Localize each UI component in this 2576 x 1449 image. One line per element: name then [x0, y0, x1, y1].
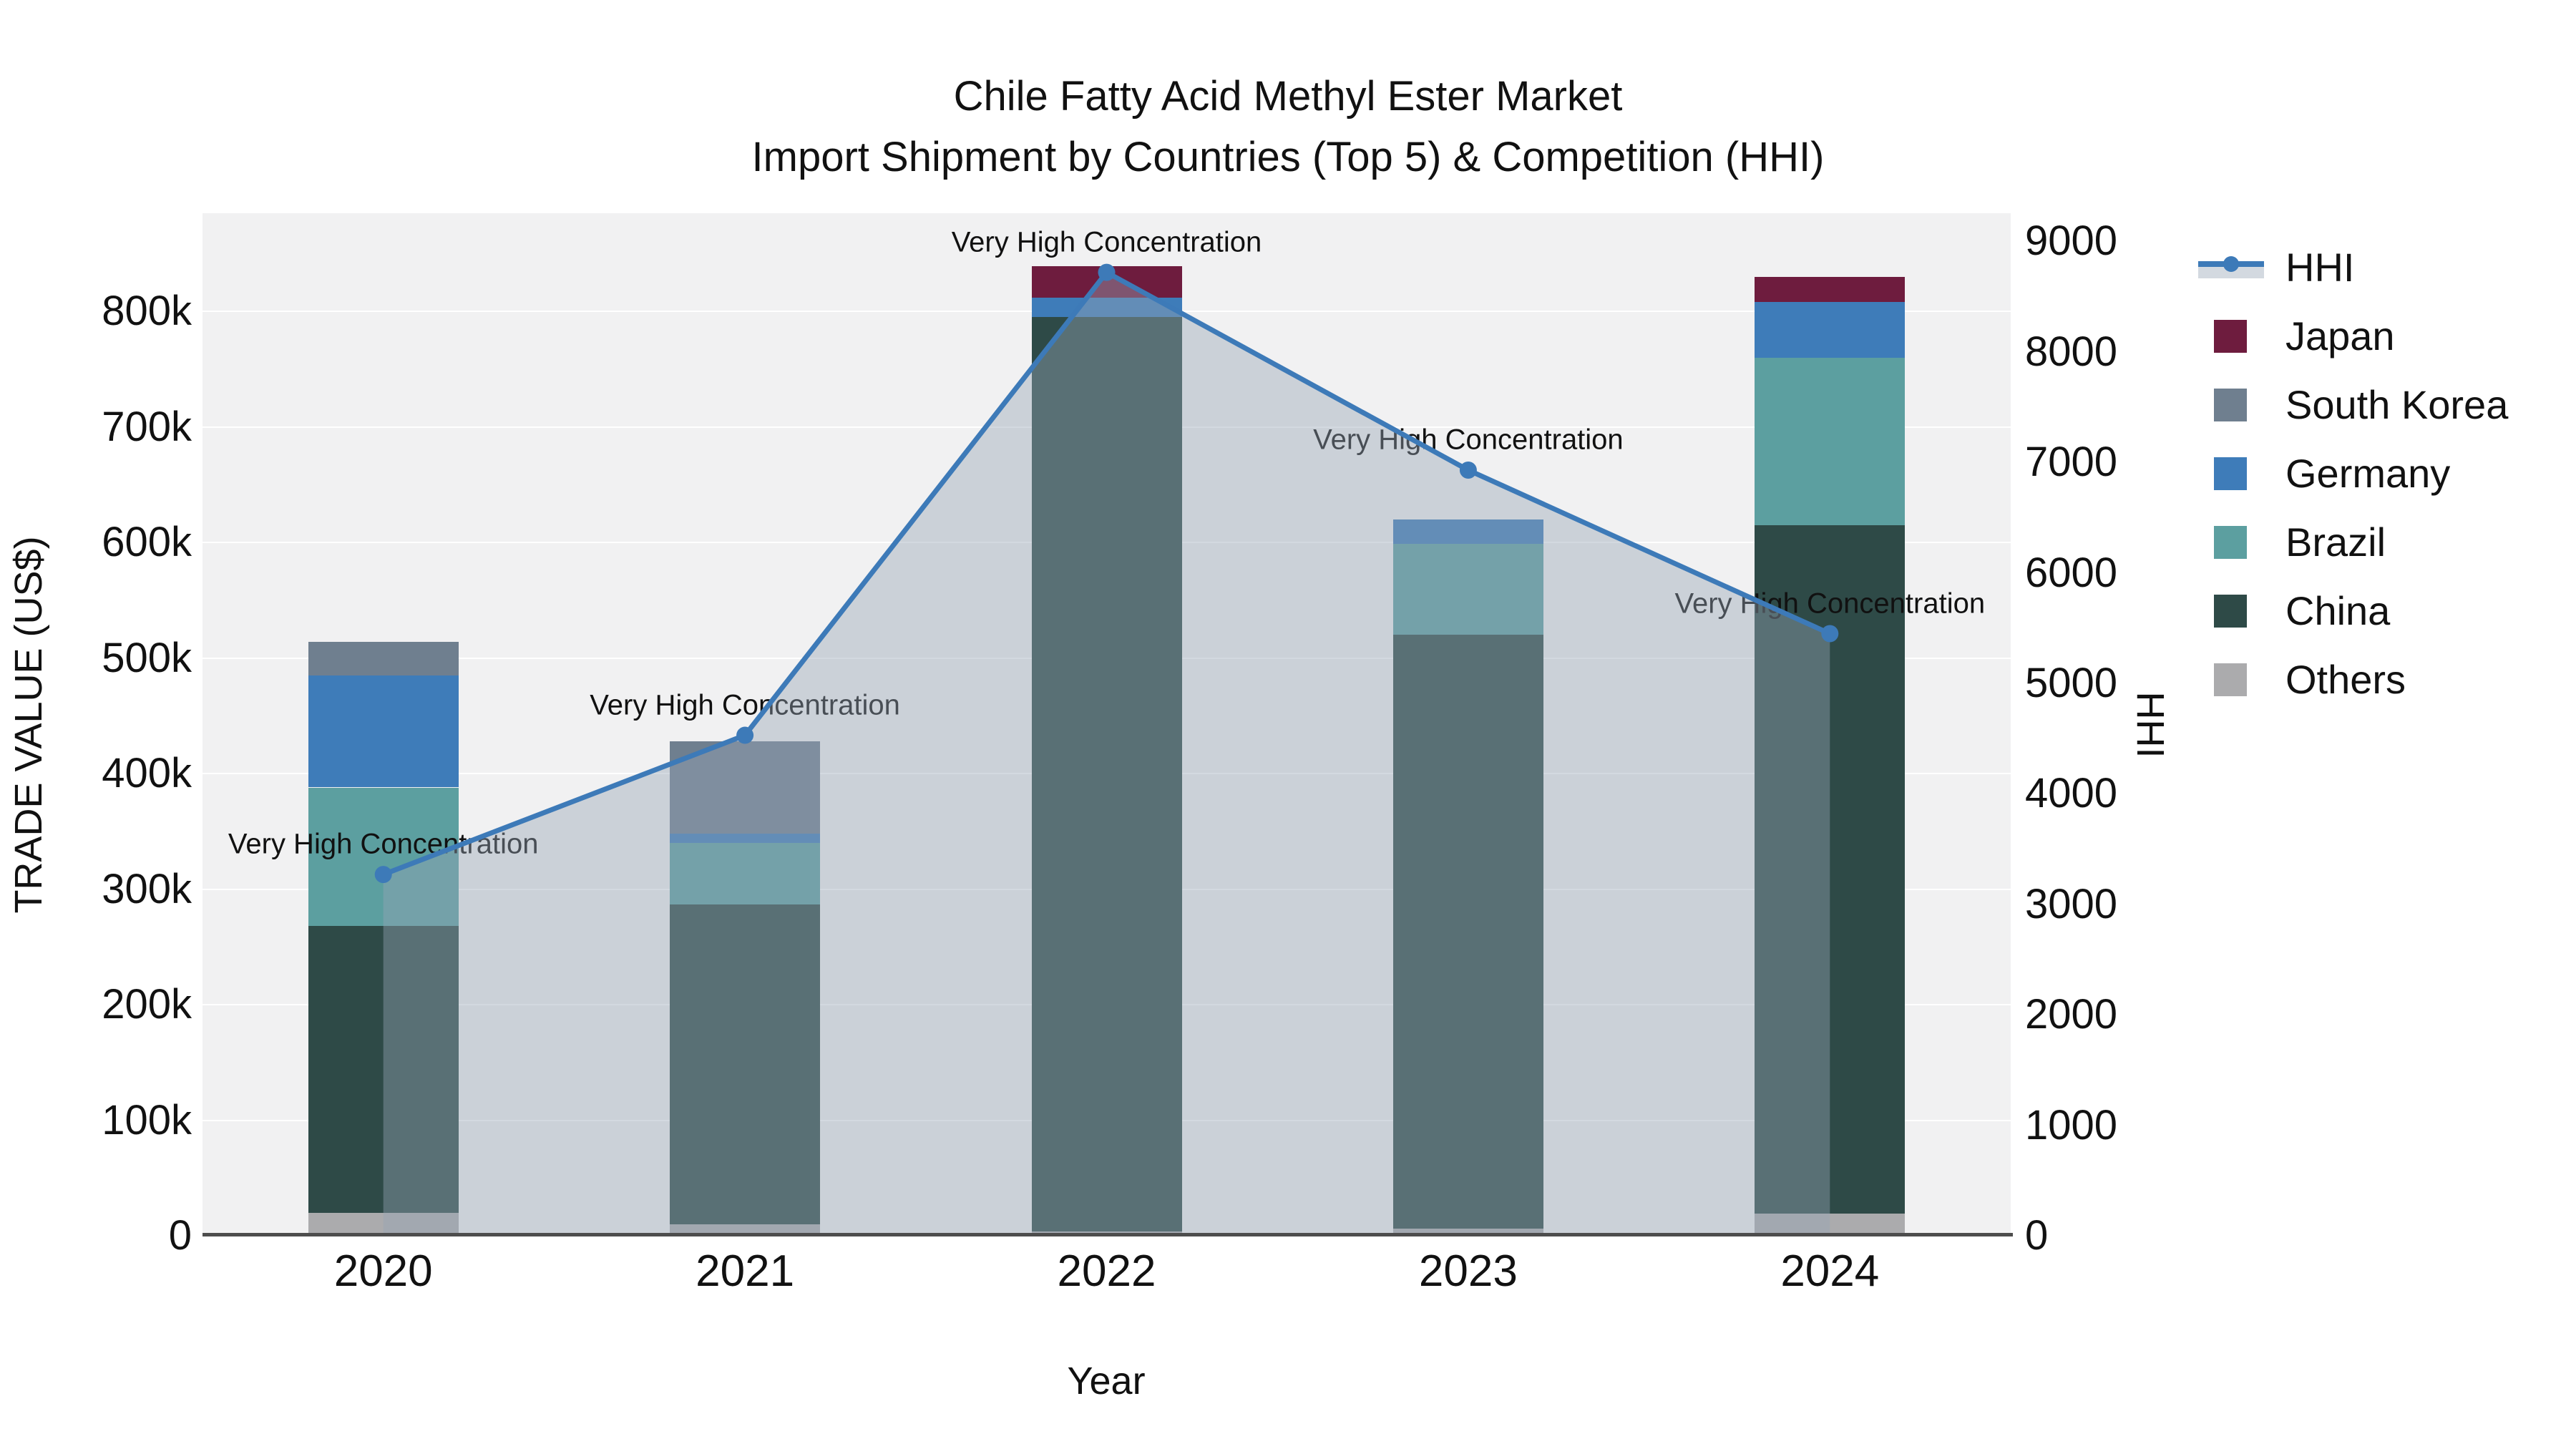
legend-label-hhi: HHI [2285, 245, 2355, 290]
y-axis-tick-label: 500k [102, 634, 192, 681]
y2-axis-tick-label: 8000 [2025, 328, 2118, 375]
legend-marker-others [2198, 663, 2264, 696]
bar-others-2023 [1392, 1229, 1543, 1236]
x-axis-tick-label: 2022 [1057, 1246, 1156, 1296]
legend-marker-germany [2198, 457, 2264, 490]
legend-marker-brazil [2198, 526, 2264, 559]
annotation-very-high-concentration-2021: Very High Concentration [590, 689, 900, 721]
legend-item-others[interactable]: Others [2198, 645, 2508, 714]
bar-others-2020 [308, 1212, 459, 1236]
legend-label-south-korea: South Korea [2285, 382, 2509, 427]
legend-item-japan[interactable]: Japan [2198, 302, 2508, 371]
hhi-point-icon [2223, 256, 2239, 272]
y-axis-tick-label: 0 [168, 1212, 192, 1259]
bar-germany-2024 [1755, 302, 1906, 358]
legend-marker-china [2198, 595, 2264, 628]
annotation-very-high-concentration-2023: Very High Concentration [1313, 424, 1624, 456]
bar-brazil-2023 [1392, 543, 1543, 635]
bar-china-2021 [670, 904, 821, 1224]
bar-others-2021 [670, 1224, 821, 1236]
x-axis-line [203, 1233, 2013, 1236]
legend: HHI Japan South Korea Germany Brazil China Oth… [2198, 233, 2508, 714]
legend-swatch-japan [2214, 320, 2247, 353]
legend-label-japan: Japan [2285, 313, 2395, 358]
y-axis-tick-label: 700k [102, 403, 192, 450]
y-axis-tick-label: 600k [102, 519, 192, 566]
bar-china-2023 [1392, 635, 1543, 1229]
bar-china-2024 [1755, 525, 1906, 1214]
y-axis-tick-label: 300k [102, 865, 192, 912]
legend-item-hhi[interactable]: HHI [2198, 233, 2508, 302]
y2-axis-tick-label: 7000 [2025, 439, 2118, 486]
legend-item-germany[interactable]: Germany [2198, 439, 2508, 508]
y2-axis-tick-label: 2000 [2025, 991, 2118, 1038]
bar-brazil-2021 [670, 843, 821, 904]
y2-axis-tick-label: 9000 [2025, 218, 2118, 265]
legend-label-others: Others [2285, 657, 2406, 702]
bar-south-korea-2021 [670, 741, 821, 834]
bar-germany-2021 [670, 834, 821, 843]
y-axis-title: TRADE VALUE (US$) [7, 536, 50, 914]
legend-item-south-korea[interactable]: South Korea [2198, 371, 2508, 439]
bar-china-2020 [308, 926, 459, 1213]
x-axis-tick-label: 2021 [696, 1246, 795, 1296]
chart-title-line1: Chile Fatty Acid Methyl Ester Market [953, 73, 1623, 119]
y-axis-tick-label: 800k [102, 288, 192, 335]
legend-swatch-china [2214, 595, 2247, 628]
chart-title: Chile Fatty Acid Methyl Ester Market Imp… [0, 66, 2576, 187]
bar-japan-2022 [1031, 266, 1182, 298]
x-axis-tick-label: 2023 [1418, 1246, 1518, 1296]
chart-title-line2: Import Shipment by Countries (Top 5) & C… [751, 134, 1825, 180]
legend-swatch-others [2214, 663, 2247, 696]
y2-axis-tick-label: 0 [2025, 1212, 2049, 1259]
legend-label-china: China [2285, 588, 2391, 633]
bar-germany-2022 [1031, 297, 1182, 318]
legend-marker-japan [2198, 320, 2264, 353]
y-axis-tick-label: 100k [102, 1096, 192, 1143]
y2-axis-tick-label: 6000 [2025, 549, 2118, 596]
bar-brazil-2024 [1755, 357, 1906, 525]
legend-label-germany: Germany [2285, 451, 2451, 496]
legend-marker-hhi [2198, 251, 2264, 284]
legend-label-brazil: Brazil [2285, 519, 2386, 565]
bar-south-korea-2020 [308, 642, 459, 675]
bar-germany-2023 [1392, 519, 1543, 544]
legend-item-china[interactable]: China [2198, 577, 2508, 645]
annotation-very-high-concentration-2024: Very High Concentration [1674, 587, 1986, 619]
legend-marker-south-korea [2198, 389, 2264, 421]
y2-axis-tick-label: 1000 [2025, 1101, 2118, 1148]
bar-china-2022 [1031, 317, 1182, 1231]
y2-axis-title: HHI [2129, 691, 2172, 758]
x-axis-tick-label: 2020 [333, 1246, 433, 1296]
y2-axis-tick-label: 5000 [2025, 659, 2118, 706]
annotation-very-high-concentration-2022: Very High Concentration [951, 226, 1262, 258]
bar-germany-2020 [308, 675, 459, 788]
annotation-very-high-concentration-2020: Very High Concentration [228, 828, 539, 860]
legend-swatch-germany [2214, 457, 2247, 490]
y-axis-tick-label: 400k [102, 750, 192, 797]
x-axis-title: Year [1067, 1360, 1146, 1402]
legend-swatch-brazil [2214, 526, 2247, 559]
bar-others-2024 [1755, 1214, 1906, 1236]
x-axis-tick-label: 2024 [1780, 1246, 1880, 1296]
y2-axis-tick-label: 4000 [2025, 770, 2118, 817]
bar-japan-2024 [1755, 276, 1906, 303]
legend-swatch-south-korea [2214, 389, 2247, 421]
y-axis-tick-label: 200k [102, 981, 192, 1028]
y2-axis-tick-label: 3000 [2025, 880, 2118, 927]
legend-item-brazil[interactable]: Brazil [2198, 508, 2508, 577]
